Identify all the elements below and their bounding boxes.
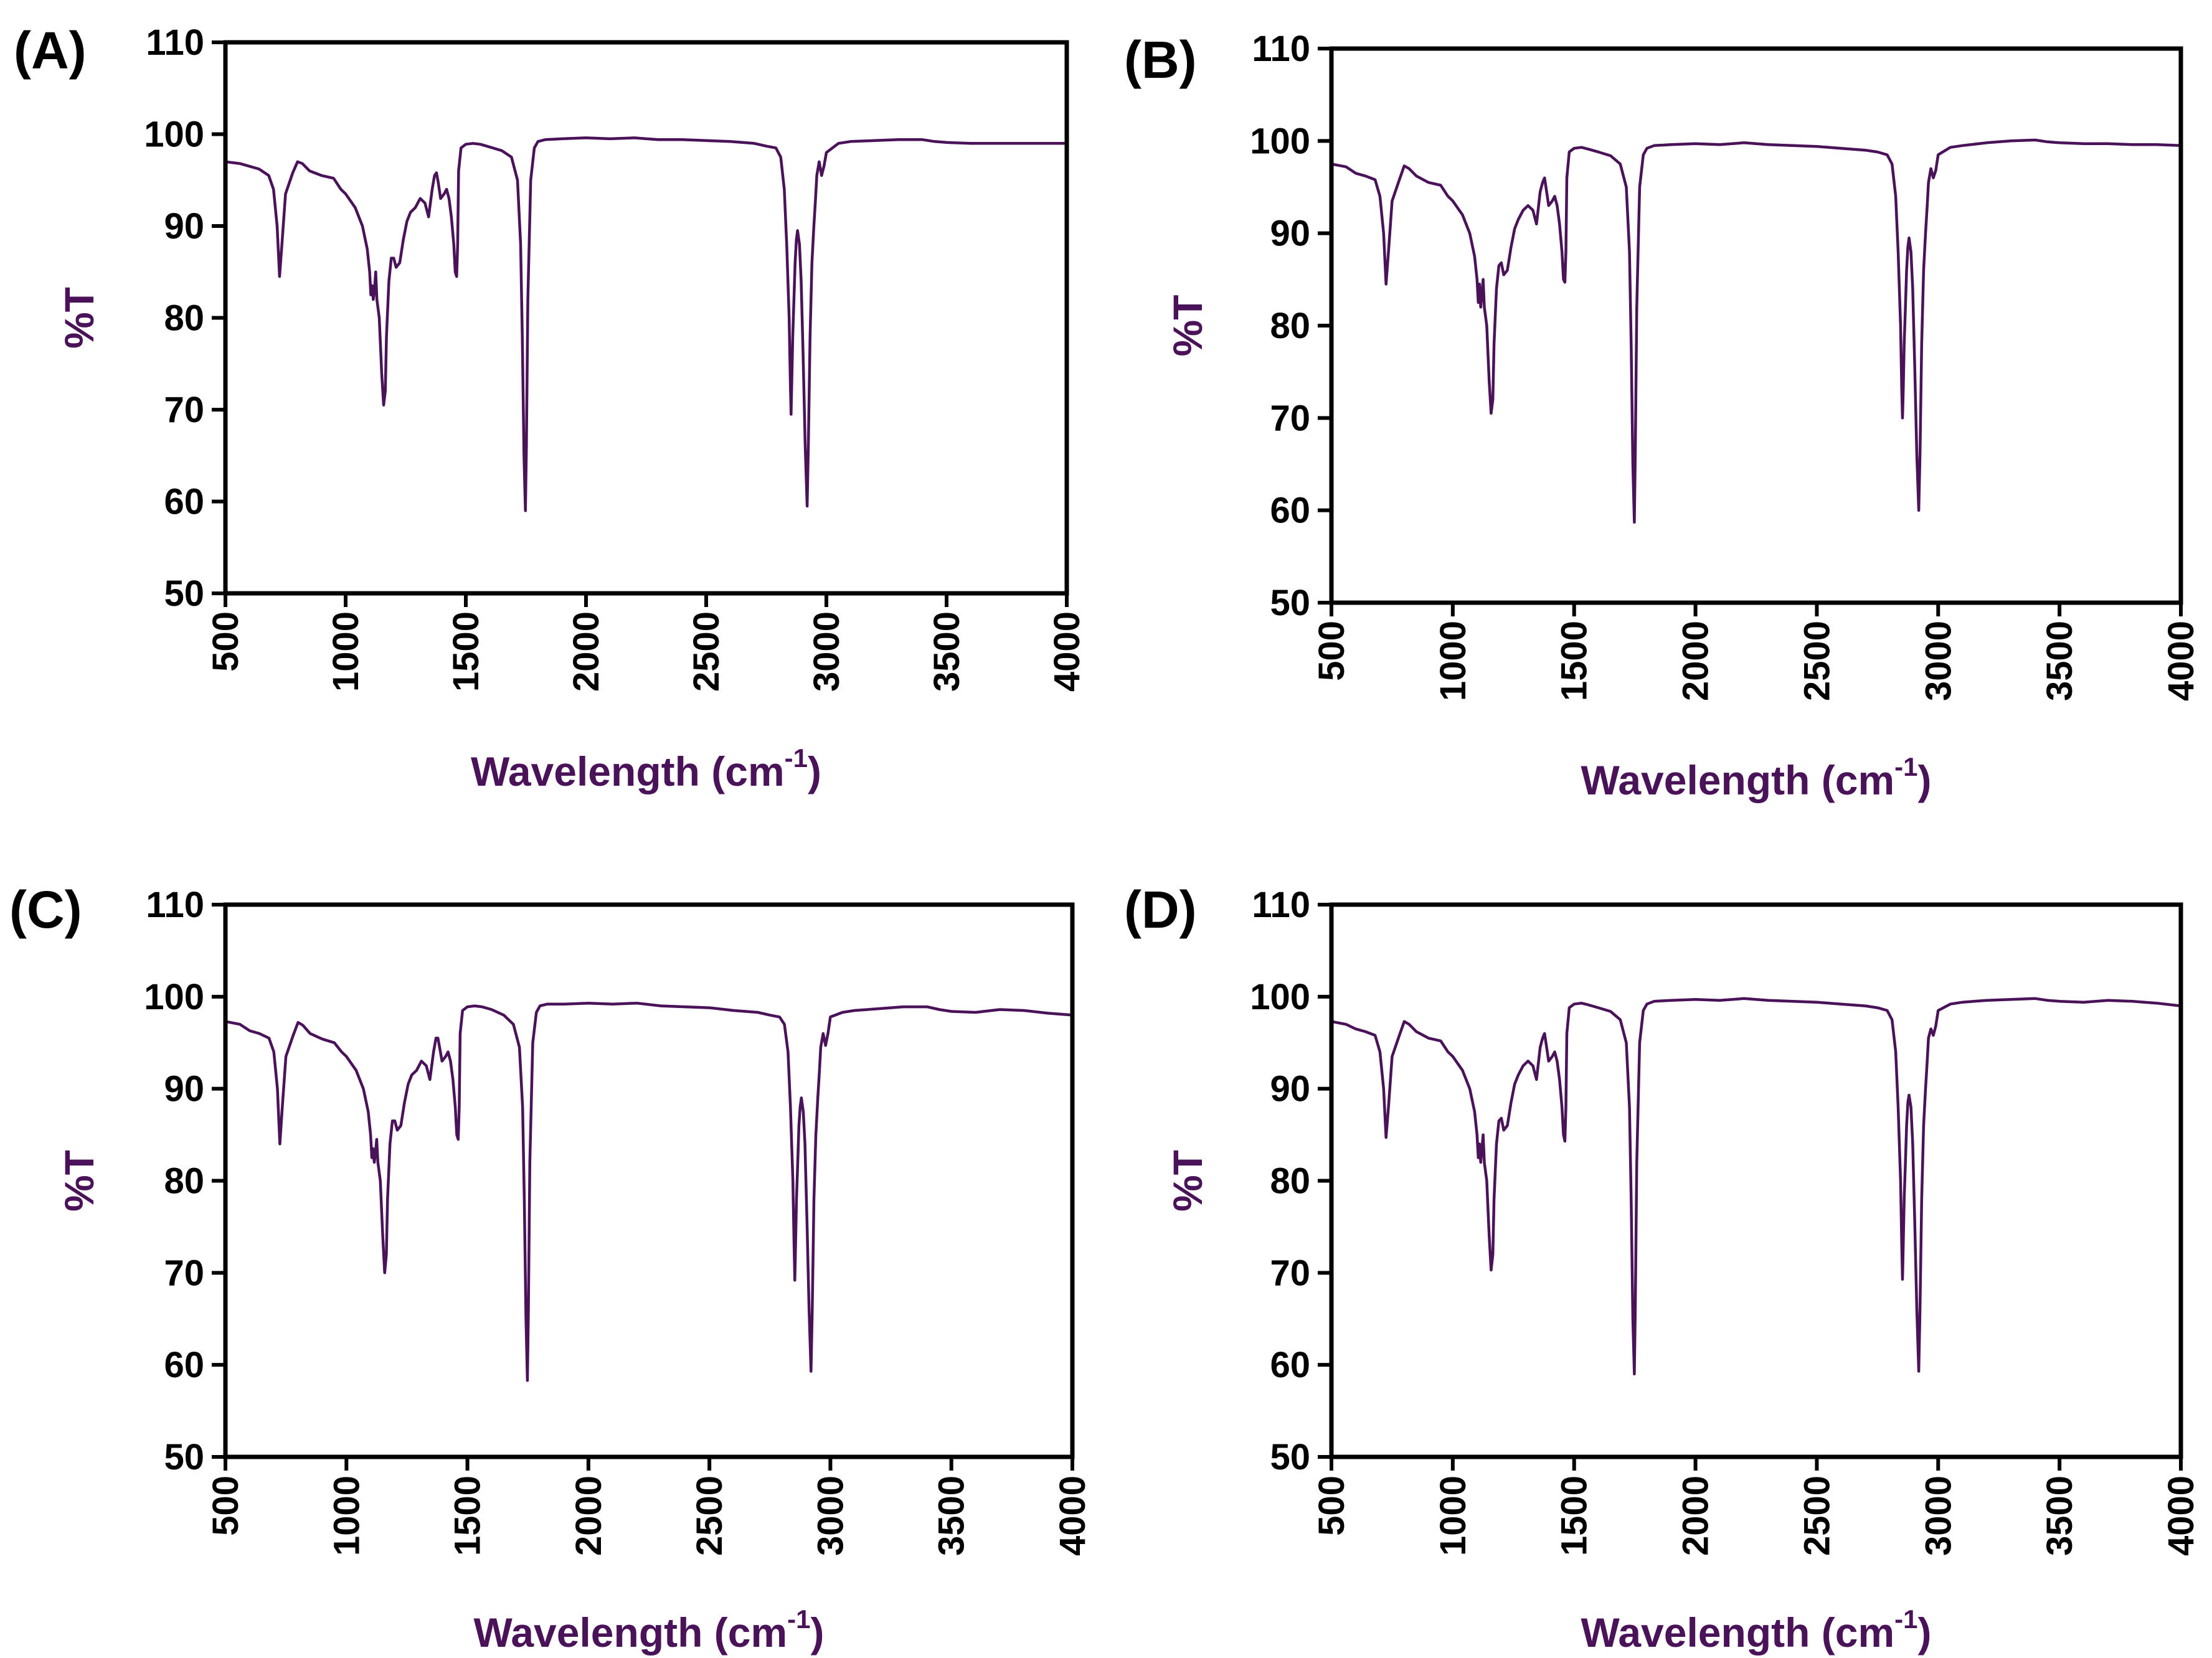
x-axis-title-superscript: -1	[787, 1604, 810, 1634]
x-tick-label: 2500	[686, 611, 727, 692]
x-axis-title-superscript: -1	[1894, 1604, 1917, 1634]
x-tick-label: 1500	[448, 1476, 488, 1556]
x-tick-label: 1500	[446, 611, 486, 692]
x-tick-label: 2000	[1676, 1476, 1716, 1556]
plot-frame	[223, 40, 1069, 596]
y-tick-label: 90	[1270, 214, 1310, 254]
x-axis-title-close: )	[808, 748, 821, 794]
x-tick-label: 4000	[1052, 1476, 1093, 1556]
x-tick-label: 2500	[689, 1476, 730, 1556]
y-tick-label: 100	[144, 115, 204, 155]
x-tick-label: 1000	[326, 611, 366, 692]
y-tick-label: 90	[1270, 1069, 1310, 1109]
x-axis-title: Wavelength (cm-1)	[471, 743, 821, 794]
x-tick-label: 1000	[1433, 621, 1473, 701]
y-tick-label: 60	[1270, 1345, 1310, 1385]
y-tick-label: 80	[164, 1161, 204, 1202]
x-tick-label: 1500	[1554, 1476, 1595, 1556]
chart-panel: (C) 50 60 70 80 90 100 110 500 1000 1500 2000 2500 30…	[9, 880, 1093, 1656]
x-tick-label: 3000	[1918, 1476, 1959, 1556]
x-tick-label: 3500	[2039, 1476, 2080, 1556]
y-tick-label: 110	[1252, 885, 1310, 925]
panel-letter: (C)	[9, 880, 82, 939]
y-tick-label: 70	[164, 390, 204, 430]
y-tick-label: 110	[146, 22, 204, 63]
y-axis-title: %T	[56, 287, 102, 349]
x-axis-title-main: Wavelength (cm	[474, 1609, 788, 1656]
x-tick-label: 1500	[1554, 621, 1595, 701]
y-tick-label: 110	[146, 885, 204, 925]
x-tick-label: 500	[1312, 621, 1352, 681]
x-tick-label: 2000	[569, 1476, 609, 1556]
x-axis-title-close: )	[811, 1609, 825, 1656]
x-tick-label: 3500	[927, 611, 967, 692]
y-tick-label: 50	[164, 1437, 204, 1477]
spectrum-line	[224, 1001, 1074, 1382]
x-tick-label: 4000	[1047, 611, 1087, 692]
x-tick-label: 3000	[1918, 621, 1959, 701]
y-tick-label: 70	[1270, 1253, 1310, 1293]
y-tick-label: 50	[1270, 583, 1310, 623]
chart-panel: (A) 50 60 70 80 90 100 110 500 1000 1500 2000 2500 30…	[14, 21, 1087, 794]
x-axis-title-superscript: -1	[1894, 752, 1917, 781]
x-tick-label: 500	[206, 611, 246, 672]
y-tick-label: 50	[164, 573, 204, 614]
x-axis-title: Wavelength (cm-1)	[1581, 1604, 1932, 1656]
plot-frame	[1329, 902, 2183, 1459]
x-tick-label: 1000	[1433, 1476, 1473, 1556]
y-tick-label: 70	[1270, 398, 1310, 438]
x-axis-title: Wavelength (cm-1)	[1581, 752, 1932, 803]
x-tick-label: 4000	[2161, 621, 2201, 701]
x-tick-label: 3500	[932, 1476, 972, 1556]
x-tick-label: 4000	[2161, 1476, 2201, 1556]
y-tick-label: 80	[1270, 306, 1310, 346]
chart-panel: (B) 50 60 70 80 90 100 110 500 1000 1500 2000 2500 30…	[1124, 29, 2201, 803]
spectrum-line	[1330, 138, 2183, 524]
y-tick-label: 60	[164, 482, 204, 522]
plot-frame	[223, 902, 1075, 1459]
x-axis-title-close: )	[1918, 1609, 1932, 1656]
x-axis-title-close: )	[1918, 757, 1932, 803]
y-axis-title: %T	[1165, 1150, 1211, 1212]
x-tick-label: 500	[206, 1476, 246, 1536]
y-axis-title: %T	[1165, 295, 1211, 357]
panel-letter: (A)	[14, 21, 87, 80]
x-axis-title-main: Wavelength (cm	[1581, 757, 1895, 803]
y-tick-label: 60	[1270, 491, 1310, 531]
y-tick-label: 90	[164, 1069, 204, 1109]
spectrum-line	[224, 136, 1069, 512]
x-axis-title-main: Wavelength (cm	[1581, 1609, 1895, 1656]
chart-panel: (D) 50 60 70 80 90 100 110 500 1000 1500 2000 2500 30…	[1124, 880, 2201, 1656]
x-tick-label: 1000	[326, 1476, 367, 1556]
y-tick-label: 70	[164, 1253, 204, 1293]
panel-letter: (D)	[1124, 880, 1197, 939]
y-tick-label: 110	[1252, 29, 1310, 69]
y-tick-label: 50	[1270, 1437, 1310, 1477]
y-tick-label: 80	[164, 298, 204, 339]
y-tick-label: 60	[164, 1345, 204, 1385]
y-tick-label: 90	[164, 206, 204, 247]
x-axis-title-main: Wavelength (cm	[471, 748, 785, 794]
x-tick-label: 3000	[810, 1476, 851, 1556]
spectrum-line	[1330, 997, 2183, 1376]
x-axis-title: Wavelength (cm-1)	[474, 1604, 825, 1656]
x-tick-label: 3000	[806, 611, 847, 692]
x-axis-title-superscript: -1	[785, 743, 808, 773]
y-axis-title: %T	[56, 1150, 102, 1212]
y-tick-label: 100	[1250, 121, 1310, 161]
y-tick-label: 100	[144, 977, 204, 1017]
plot-frame	[1329, 46, 2183, 605]
panel-letter: (B)	[1124, 31, 1197, 89]
x-tick-label: 500	[1312, 1476, 1352, 1536]
x-tick-label: 2000	[566, 611, 607, 692]
x-tick-label: 2500	[1797, 1476, 1837, 1556]
x-tick-label: 2500	[1797, 621, 1837, 701]
y-tick-label: 80	[1270, 1161, 1310, 1202]
x-tick-label: 3500	[2039, 621, 2080, 701]
y-tick-label: 100	[1250, 977, 1310, 1017]
x-tick-label: 2000	[1676, 621, 1716, 701]
